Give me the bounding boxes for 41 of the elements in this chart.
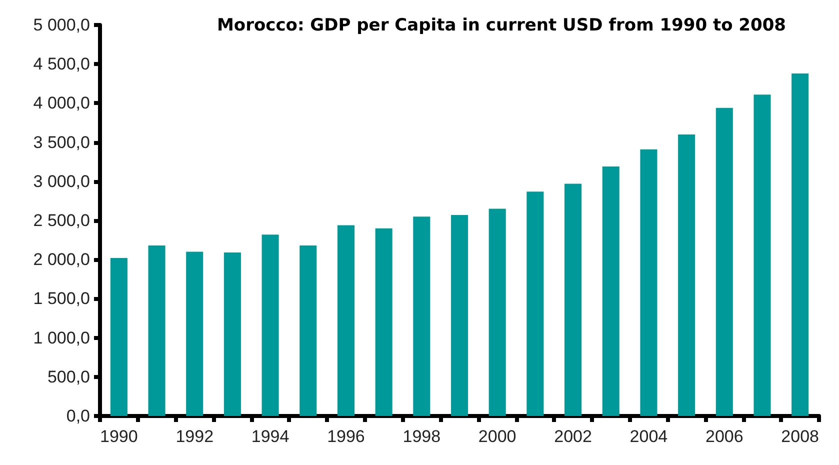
y-tick-label: 500,0 <box>47 367 90 386</box>
bar <box>337 225 354 416</box>
bar <box>564 184 582 416</box>
x-tick-label: 1994 <box>251 427 290 446</box>
x-tick-label: 1998 <box>402 427 441 446</box>
bar <box>526 192 544 416</box>
bar <box>640 149 658 416</box>
x-tick-label: 2002 <box>554 427 592 446</box>
y-tick-label: 1 000,0 <box>33 328 90 348</box>
y-tick-label: 4 000,0 <box>33 94 90 113</box>
bar <box>792 73 809 416</box>
x-tick-label: 2000 <box>478 427 516 446</box>
bar <box>224 252 241 416</box>
bar <box>413 216 430 416</box>
bar <box>375 228 392 416</box>
bar <box>602 166 620 416</box>
bar <box>148 246 166 416</box>
x-tick-label: 2004 <box>630 427 668 446</box>
x-tick-label: 1990 <box>100 427 138 446</box>
y-tick-label: 3 500,0 <box>33 132 90 152</box>
y-tick-label: 4 500,0 <box>33 54 90 74</box>
bar <box>678 134 696 416</box>
y-tick-label: 0,0 <box>66 406 90 426</box>
y-tick-label: 2 500,0 <box>33 211 90 230</box>
bar <box>488 208 506 416</box>
y-tick-label: 3 000,0 <box>33 172 90 191</box>
x-tick-label: 1992 <box>176 427 214 446</box>
bar <box>450 215 468 416</box>
bar <box>754 94 771 416</box>
y-tick-label: 2 000,0 <box>33 250 90 270</box>
y-tick-label: 5 000,0 <box>33 16 90 34</box>
bar <box>716 108 733 416</box>
chart-title: Morocco: GDP per Capita in current USD from 1990 to 2008 <box>216 16 786 36</box>
bar <box>262 234 279 416</box>
x-tick-label: 1996 <box>327 427 365 446</box>
x-tick-label: 2008 <box>781 427 819 446</box>
x-tick-label: 2006 <box>705 427 744 446</box>
bar <box>300 246 317 416</box>
bar <box>186 252 204 416</box>
bar <box>110 258 128 416</box>
y-tick-label: 1 500,0 <box>33 289 90 308</box>
